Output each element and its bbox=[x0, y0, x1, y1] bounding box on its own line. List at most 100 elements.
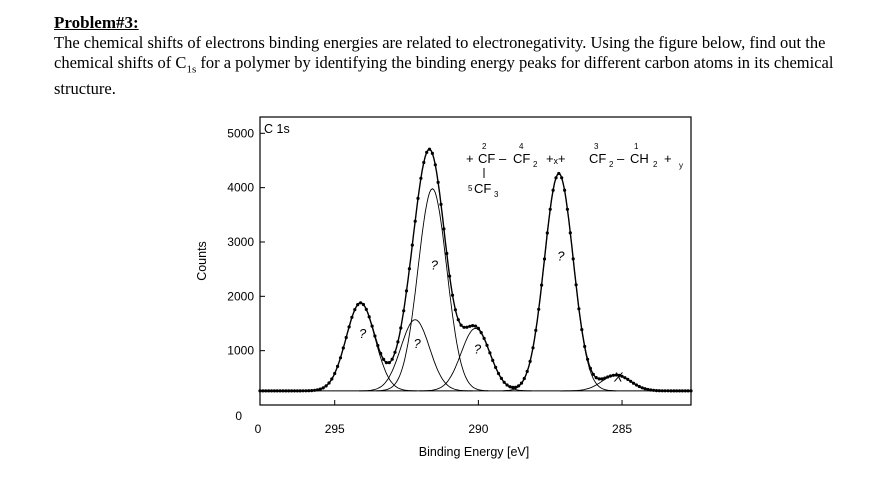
data-point bbox=[669, 389, 673, 393]
data-point bbox=[631, 381, 636, 385]
problem-title: Problem#3: bbox=[54, 13, 139, 32]
peak-label: ? bbox=[557, 248, 565, 263]
data-point bbox=[689, 389, 693, 393]
chart-title: C 1s bbox=[264, 122, 290, 136]
y-tick-label: 0 bbox=[235, 409, 242, 423]
data-point bbox=[292, 389, 297, 393]
component-peak bbox=[502, 172, 617, 392]
origin-label: 0 bbox=[255, 422, 262, 436]
y-tick-label: 5000 bbox=[227, 126, 254, 140]
problem-text-subscript: 1s bbox=[186, 63, 197, 76]
data-point bbox=[353, 308, 357, 312]
data-point bbox=[473, 324, 478, 328]
data-point bbox=[367, 315, 371, 319]
data-point bbox=[387, 361, 391, 365]
data-point bbox=[476, 326, 480, 330]
data-point bbox=[563, 188, 567, 192]
data-point bbox=[393, 350, 397, 354]
data-point bbox=[594, 376, 598, 380]
data-point bbox=[267, 389, 271, 393]
data-point bbox=[376, 343, 380, 348]
component-peak bbox=[304, 302, 417, 392]
data-point bbox=[361, 302, 365, 307]
data-point bbox=[324, 384, 328, 388]
data-point bbox=[407, 267, 411, 271]
y-tick-label: 2000 bbox=[227, 289, 254, 303]
data-point bbox=[522, 376, 526, 381]
data-point bbox=[384, 361, 388, 365]
data-point bbox=[554, 176, 558, 180]
component-peak bbox=[419, 327, 532, 392]
structure-right-bracket: + bbox=[664, 151, 672, 166]
data-point bbox=[591, 372, 595, 376]
data-point bbox=[660, 389, 664, 393]
problem-text: The chemical shifts of electrons binding… bbox=[54, 33, 864, 99]
x-axis-label: Binding Energy [eV] bbox=[419, 445, 530, 459]
y-tick-label: 3000 bbox=[227, 235, 254, 249]
structure-sub-2c: 2 bbox=[653, 160, 658, 169]
data-point bbox=[298, 389, 302, 393]
data-point bbox=[680, 389, 685, 393]
data-point bbox=[338, 356, 343, 360]
data-point bbox=[623, 376, 627, 380]
data-point bbox=[666, 389, 670, 393]
peak-label: ? bbox=[431, 258, 439, 273]
data-point bbox=[525, 369, 529, 373]
structure-sub-3: 3 bbox=[494, 190, 499, 199]
data-point bbox=[537, 307, 541, 311]
data-point bbox=[281, 389, 285, 393]
data-point bbox=[399, 326, 403, 330]
data-point bbox=[272, 389, 276, 393]
peak-label: ? bbox=[414, 336, 422, 351]
data-point bbox=[494, 365, 498, 369]
x-tick-label: 295 bbox=[325, 422, 345, 436]
problem-text-part1: The chemical shifts of electrons binding… bbox=[54, 33, 826, 72]
data-point bbox=[574, 283, 578, 287]
data-point bbox=[597, 377, 601, 381]
data-point bbox=[439, 202, 443, 206]
data-point bbox=[310, 389, 314, 393]
data-point bbox=[301, 389, 305, 393]
data-point bbox=[528, 359, 532, 363]
data-point bbox=[508, 385, 512, 389]
problem-block: Problem#3: The chemical shifts of electr… bbox=[54, 13, 864, 99]
data-point bbox=[269, 389, 274, 393]
data-point bbox=[683, 389, 687, 393]
plot-frame bbox=[259, 116, 692, 406]
structure-left-bracket: + bbox=[466, 151, 474, 166]
x-tick-label: 290 bbox=[468, 422, 488, 436]
data-point bbox=[640, 386, 644, 390]
data-point bbox=[588, 366, 593, 370]
data-point bbox=[471, 324, 475, 328]
data-point bbox=[321, 386, 325, 390]
structure-sub-2b: 2 bbox=[609, 160, 614, 169]
data-point bbox=[465, 325, 469, 329]
data-point bbox=[637, 384, 641, 389]
data-point bbox=[511, 385, 515, 389]
data-point bbox=[448, 274, 452, 278]
data-point bbox=[453, 308, 457, 312]
data-point bbox=[436, 180, 440, 184]
data-point bbox=[686, 389, 690, 393]
data-point bbox=[379, 351, 383, 356]
data-point bbox=[568, 231, 572, 235]
component-peak bbox=[376, 188, 489, 392]
data-point bbox=[548, 207, 552, 211]
data-point bbox=[413, 219, 417, 223]
data-point bbox=[603, 376, 607, 380]
data-point bbox=[450, 293, 455, 297]
data-point bbox=[318, 387, 322, 391]
data-point bbox=[600, 377, 604, 381]
data-point bbox=[634, 383, 639, 387]
data-point bbox=[459, 323, 463, 327]
peak-label: ? bbox=[359, 326, 367, 341]
data-point bbox=[445, 251, 449, 256]
data-point bbox=[557, 171, 561, 176]
data-point bbox=[565, 207, 570, 211]
data-point bbox=[617, 373, 621, 377]
data-point bbox=[517, 384, 521, 388]
data-point bbox=[396, 340, 400, 344]
problem-text-part2: for a polymer by identifying the binding… bbox=[54, 53, 834, 99]
data-point bbox=[284, 389, 288, 393]
structure-num-5: 5 bbox=[468, 184, 473, 193]
